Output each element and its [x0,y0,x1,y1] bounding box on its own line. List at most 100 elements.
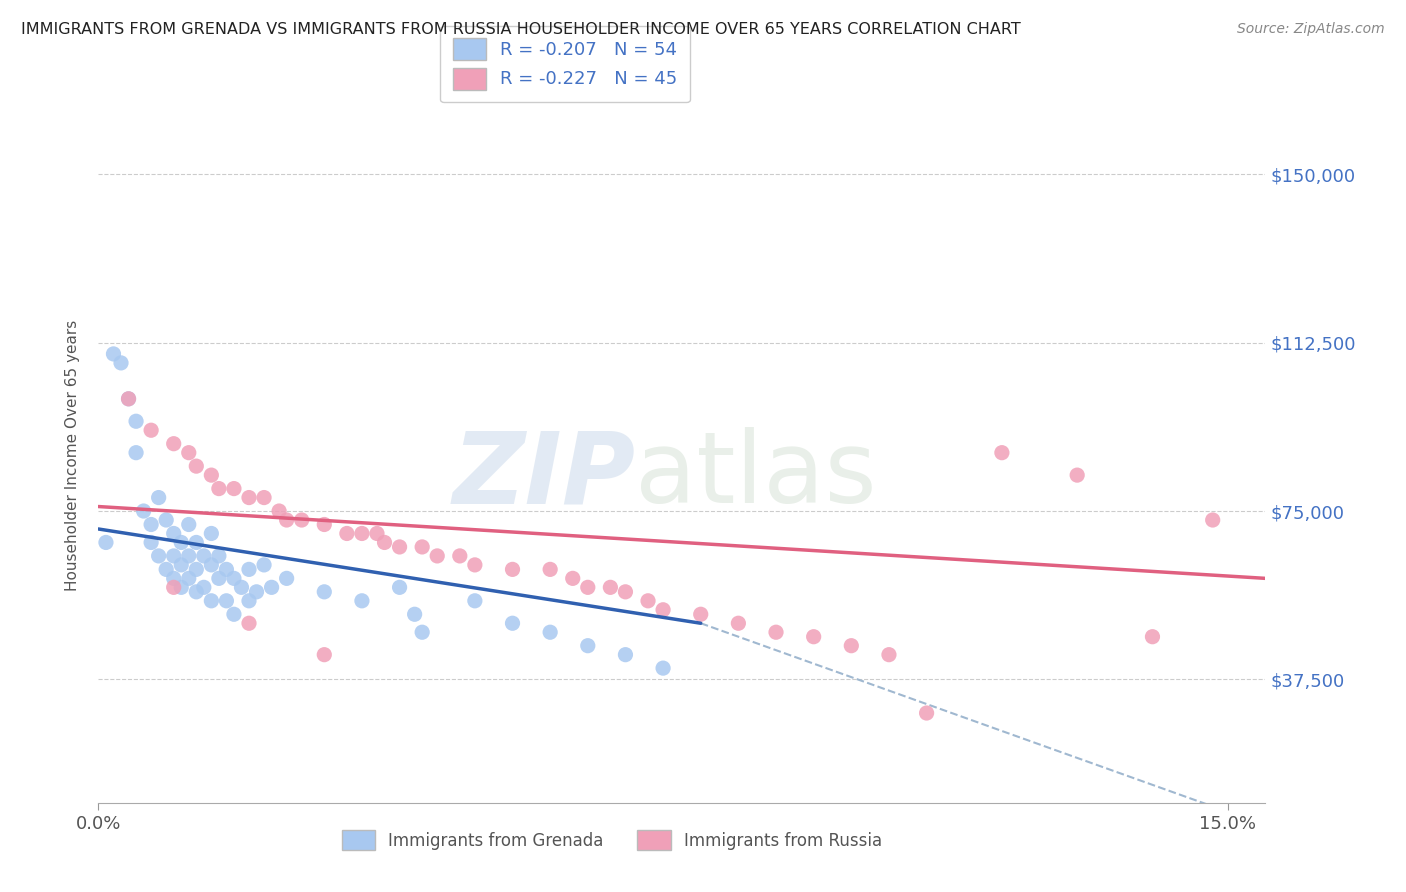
Point [125,414,148,428]
Point [238,491,260,505]
Point [426,549,449,563]
Point [170,535,193,549]
Point [208,549,231,563]
Point [336,526,359,541]
Point [139,517,162,532]
Text: Source: ZipAtlas.com: Source: ZipAtlas.com [1237,22,1385,37]
Point [388,580,411,594]
Point [314,648,336,662]
Point [269,504,291,518]
Point [538,625,561,640]
Point [222,482,245,496]
Point [215,562,238,576]
Point [388,540,411,554]
Point [110,356,132,370]
Point [350,594,373,608]
Point [200,468,222,483]
Point [163,526,186,541]
Point [186,562,208,576]
Point [915,706,938,720]
Point [245,584,267,599]
Text: atlas: atlas [636,427,877,524]
Point [1066,468,1088,483]
Point [291,513,314,527]
Point [502,616,524,631]
Point [260,580,283,594]
Point [1202,513,1225,527]
Point [314,584,336,599]
Point [765,625,787,640]
Point [208,482,231,496]
Legend: Immigrants from Grenada, Immigrants from Russia: Immigrants from Grenada, Immigrants from… [335,823,889,857]
Point [238,594,260,608]
Point [177,549,200,563]
Point [170,558,193,572]
Point [877,648,900,662]
Point [222,571,245,585]
Point [193,549,215,563]
Point [561,571,583,585]
Point [253,558,276,572]
Point [803,630,825,644]
Point [276,513,298,527]
Point [366,526,388,541]
Point [276,571,298,585]
Point [991,445,1014,459]
Point [599,580,621,594]
Point [193,580,215,594]
Point [373,535,395,549]
Point [652,603,675,617]
Point [411,540,433,554]
Point [163,549,186,563]
Point [125,445,148,459]
Point [132,504,155,518]
Point [614,584,637,599]
Point [1142,630,1164,644]
Point [576,639,599,653]
Text: ZIP: ZIP [453,427,636,524]
Y-axis label: Householder Income Over 65 years: Householder Income Over 65 years [65,319,80,591]
Point [139,535,162,549]
Point [186,584,208,599]
Point [139,423,162,437]
Point [200,558,222,572]
Point [689,607,711,622]
Text: IMMIGRANTS FROM GRENADA VS IMMIGRANTS FROM RUSSIA HOUSEHOLDER INCOME OVER 65 YEA: IMMIGRANTS FROM GRENADA VS IMMIGRANTS FR… [21,22,1021,37]
Point [148,549,170,563]
Point [652,661,675,675]
Point [222,607,245,622]
Point [155,513,177,527]
Point [117,392,139,406]
Point [177,445,200,459]
Point [200,526,222,541]
Point [231,580,253,594]
Point [839,639,862,653]
Point [177,571,200,585]
Point [238,562,260,576]
Point [163,436,186,450]
Point [502,562,524,576]
Point [186,459,208,474]
Point [411,625,433,640]
Point [238,616,260,631]
Point [314,517,336,532]
Point [253,491,276,505]
Point [170,580,193,594]
Point [637,594,659,608]
Point [538,562,561,576]
Point [163,571,186,585]
Point [404,607,426,622]
Point [215,594,238,608]
Point [464,594,486,608]
Point [94,535,117,549]
Point [576,580,599,594]
Point [208,571,231,585]
Point [148,491,170,505]
Point [727,616,749,631]
Point [163,580,186,594]
Point [186,535,208,549]
Point [117,392,139,406]
Point [177,517,200,532]
Point [103,347,125,361]
Point [155,562,177,576]
